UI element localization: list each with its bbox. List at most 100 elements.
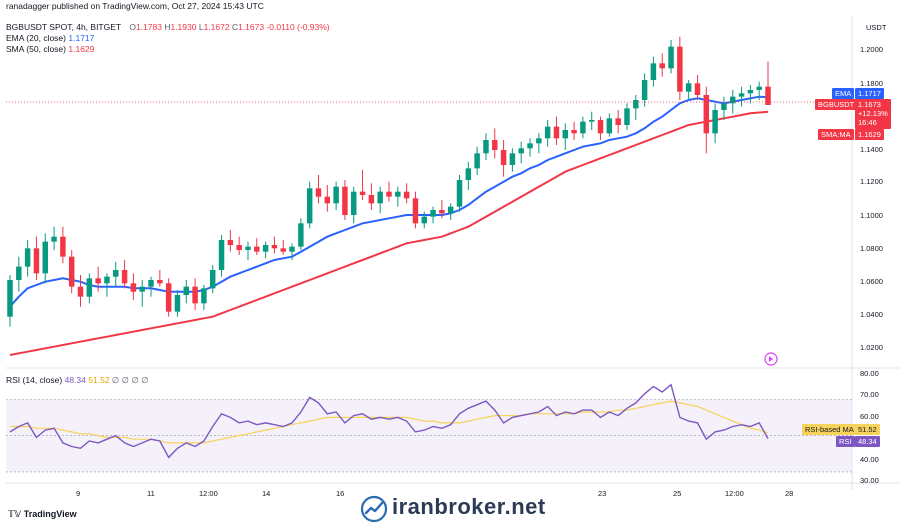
- rsi-tick: 60.00: [860, 412, 879, 421]
- candle-body: [730, 96, 736, 104]
- rsi-legend-zeros: ∅ ∅ ∅ ∅: [111, 375, 149, 385]
- price-tick: 1.1800: [860, 79, 883, 88]
- candle-body: [42, 241, 48, 274]
- publisher-line: ranadagger published on TradingView.com,…: [6, 1, 264, 11]
- candle-body: [483, 140, 489, 154]
- candle-body: [395, 191, 401, 197]
- candle-body: [368, 195, 375, 204]
- time-tick: 9: [76, 489, 80, 498]
- candle-body: [60, 236, 66, 257]
- price-tick: 1.1000: [860, 211, 883, 220]
- tradingview-logo-text: TradingView: [23, 509, 77, 519]
- candle-body: [324, 196, 331, 204]
- price-tick: 1.2000: [860, 45, 883, 54]
- ema-legend-label: EMA (20, close): [6, 33, 66, 43]
- price-tag-countdown: 16:46: [858, 118, 877, 127]
- ohlc-o-label: O: [129, 22, 136, 32]
- candle-body: [492, 140, 498, 150]
- candle-body: [694, 83, 701, 95]
- candles: [7, 36, 771, 327]
- price-tag-value: 1.1673: [858, 100, 881, 109]
- candle-body: [703, 95, 710, 134]
- rsi-legend-value: 48.34: [64, 375, 86, 385]
- candle-body: [280, 248, 286, 252]
- candle-body: [765, 86, 771, 105]
- time-tick: 25: [673, 489, 681, 498]
- time-tick: 12:00: [199, 489, 218, 498]
- ema-line-path: [9, 95, 769, 308]
- candle-body: [24, 248, 31, 267]
- sma-tag-name: SMA:MA: [818, 129, 854, 140]
- candle-body: [738, 93, 745, 97]
- candle-body: [95, 278, 101, 284]
- candle-body: [527, 143, 533, 149]
- candle-body: [77, 286, 84, 297]
- candle-body: [412, 198, 419, 224]
- tradingview-logo[interactable]: 𝕋𝕍 TradingView: [8, 509, 77, 519]
- candle-body: [668, 46, 674, 69]
- candle-body: [113, 270, 119, 277]
- candle-body: [157, 280, 163, 284]
- sma-legend[interactable]: SMA (50, close) 1.1629: [6, 44, 94, 54]
- rsi-tick: 80.00: [860, 369, 879, 378]
- candle-body: [544, 126, 551, 139]
- candle-body: [16, 266, 22, 280]
- candle-body: [271, 245, 278, 249]
- candle-body: [298, 223, 304, 247]
- candle-body: [712, 110, 718, 134]
- candle-body: [721, 103, 727, 110]
- sma-line-path: [9, 110, 769, 356]
- candle-body: [580, 121, 586, 134]
- price-tag: 1.1673 +12.13% 16:46: [855, 99, 891, 129]
- price-tick: 1.0400: [860, 310, 883, 319]
- candle-body: [121, 270, 128, 284]
- time-tick: 28: [785, 489, 793, 498]
- candle-body: [139, 286, 145, 292]
- candle-body: [245, 246, 251, 250]
- candle-body: [756, 86, 762, 90]
- time-tick: 23: [598, 489, 606, 498]
- ohlc-change: -0.0110 (-0.93%): [266, 22, 330, 32]
- candle-body: [201, 288, 207, 304]
- candle-body: [659, 63, 665, 69]
- candle-body: [465, 168, 472, 180]
- price-tick: 1.0800: [860, 244, 883, 253]
- candle-body: [68, 256, 75, 287]
- candle-body: [650, 63, 657, 80]
- symbol-name[interactable]: BGBUSDT SPOT, 4h, BITGET: [6, 22, 121, 32]
- rsi-tick: 30.00: [860, 476, 879, 485]
- time-tick: 11: [147, 489, 155, 498]
- candle-body: [33, 248, 40, 274]
- time-tick: 16: [336, 489, 344, 498]
- time-tick: 14: [262, 489, 270, 498]
- price-pane: [6, 17, 852, 367]
- candle-body: [377, 191, 383, 204]
- candle-body: [386, 191, 392, 197]
- rsi-ma-tag-name: RSI-based MA: [802, 424, 857, 435]
- candle-body: [474, 153, 480, 169]
- candle-body: [236, 245, 242, 250]
- candle-body: [315, 188, 322, 197]
- ohlc-open: 1.1783: [135, 22, 162, 32]
- replay-arrow-icon: [769, 356, 773, 362]
- rsi-tag-name: RSI: [836, 436, 855, 447]
- candle-body: [7, 280, 13, 317]
- rsi-legend[interactable]: RSI (14, close) 48.34 51.52 ∅ ∅ ∅ ∅: [6, 375, 149, 386]
- candle-body: [747, 90, 754, 94]
- replay-icon[interactable]: [764, 352, 778, 366]
- ohlc-l-label: L: [198, 22, 204, 32]
- candle-body: [351, 191, 357, 215]
- ohlc-h-label: H: [164, 22, 171, 32]
- price-tick: 1.0600: [860, 277, 883, 286]
- rsi-tick: 40.00: [860, 455, 879, 464]
- ema-tag-value: 1.1717: [855, 88, 884, 99]
- rsi-band: [6, 398, 852, 473]
- candle-body: [597, 120, 604, 134]
- rsi-legend-label: RSI (14, close): [6, 375, 63, 385]
- ema-legend[interactable]: EMA (20, close) 1.1717: [6, 33, 94, 43]
- candle-body: [227, 240, 234, 245]
- candle-body: [518, 148, 524, 154]
- sma-line: [9, 110, 769, 356]
- rsi-legend-ma: 51.52: [88, 375, 110, 385]
